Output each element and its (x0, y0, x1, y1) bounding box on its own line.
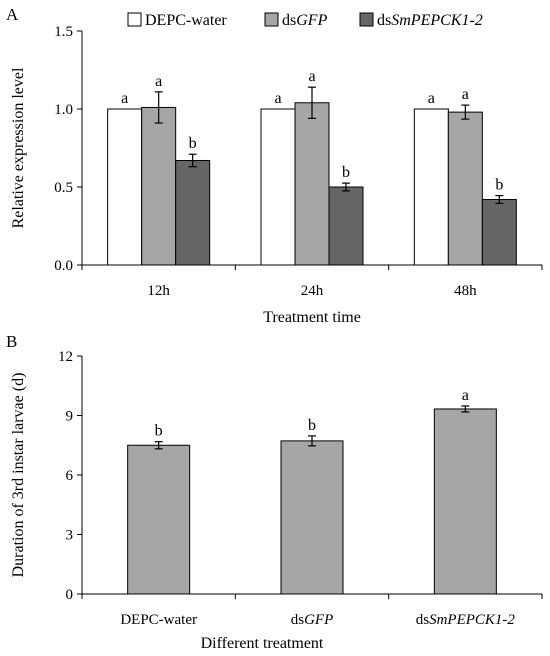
y-tick-label-b: 12 (58, 349, 73, 365)
x-tick-label-b: dsSmPEPCK1-2 (416, 612, 516, 628)
legend-label: dsGFP (282, 12, 328, 29)
x-tick-label-a: 48h (454, 283, 477, 299)
y-tick-label-b: 9 (66, 409, 74, 425)
bar-a (175, 159, 211, 266)
y-tick-label-b: 3 (66, 528, 74, 544)
panel-label-a: A (6, 5, 19, 24)
legend-swatch (127, 12, 142, 27)
bar-b (280, 440, 344, 595)
y-tick-label-a: 0.0 (54, 258, 73, 274)
x-tick-label-b: DEPC-water (120, 612, 197, 628)
legend-label-part: DEPC-water (145, 12, 227, 29)
x-axis-title-b: Different treatment (201, 635, 324, 652)
y-tick-label-a: 1.5 (54, 24, 73, 40)
x-tick-label-b-part: ds (291, 612, 305, 628)
significance-letter-a: a (308, 68, 315, 85)
x-tick-label-b-part: SmPEPCK1-2 (429, 612, 515, 628)
bar-a (294, 102, 330, 266)
bar-a (481, 198, 517, 266)
legend-label: DEPC-water (145, 12, 227, 29)
significance-letter-a: b (495, 177, 503, 194)
x-tick-label-b-part: ds (416, 612, 430, 628)
legend-label-part: ds (282, 12, 296, 29)
x-tick-label-b-part: GFP (304, 612, 333, 628)
legend-swatch (264, 12, 279, 27)
y-axis-title-b: Duration of 3rd instar larvae (d) (10, 373, 27, 578)
significance-letter-a: b (189, 135, 197, 152)
legend-swatch (359, 12, 374, 27)
significance-letter-a: a (155, 73, 162, 90)
significance-letter-a: b (342, 164, 350, 181)
y-tick-label-a: 1.0 (54, 102, 73, 118)
significance-letter-a: a (462, 86, 469, 103)
bar-a (141, 106, 177, 266)
x-tick-label-b: dsGFP (291, 612, 334, 628)
legend-label-part: ds (377, 12, 391, 29)
y-tick-label-a: 0.5 (54, 180, 73, 196)
x-tick-label-b-part: DEPC-water (120, 612, 197, 628)
bar-a (413, 108, 449, 266)
bar-a (260, 108, 296, 266)
x-tick-label-a: 12h (147, 283, 170, 299)
y-axis-title-a: Relative expression level (10, 67, 27, 228)
panel-label-b: B (6, 332, 17, 351)
y-tick-label-b: 0 (66, 587, 74, 603)
y-tick-label-b: 6 (66, 468, 74, 484)
significance-letter-a: a (121, 90, 128, 107)
bar-b (127, 444, 191, 595)
bar-a (107, 108, 143, 266)
significance-letter-b: a (462, 387, 469, 404)
x-tick-label-a: 24h (301, 283, 324, 299)
bar-a (447, 111, 483, 266)
bar-b (433, 408, 497, 595)
significance-letter-a: a (428, 90, 435, 107)
significance-letter-b: b (308, 417, 316, 434)
legend-label: dsSmPEPCK1-2 (377, 12, 483, 29)
legend-label-part: SmPEPCK1-2 (391, 12, 483, 29)
x-axis-title-a: Treatment time (263, 309, 361, 326)
legend-label-part: GFP (296, 12, 327, 29)
bar-a (328, 186, 364, 266)
significance-letter-a: a (274, 90, 281, 107)
significance-letter-b: b (155, 423, 163, 440)
